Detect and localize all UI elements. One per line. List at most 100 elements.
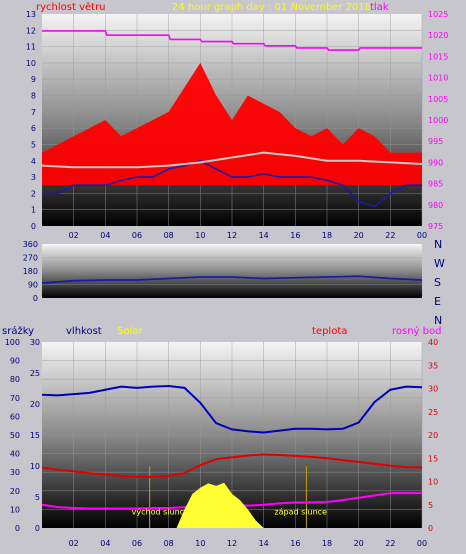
x-tick-label: 16 <box>290 231 300 240</box>
y-left-tick-label: 13 <box>26 10 36 19</box>
y-right-tick-label: 1015 <box>428 52 448 61</box>
series-wind_avg <box>42 159 422 208</box>
y-rain-tick-label: 30 <box>10 468 20 477</box>
series-pressure <box>42 30 422 51</box>
y-tick-label: 0 <box>33 294 38 303</box>
y-tick-label: 270 <box>23 254 38 263</box>
y-tick-label: 360 <box>23 240 38 249</box>
y-temp-tick-label: 25 <box>428 408 438 417</box>
rain-label: srážky <box>2 325 34 337</box>
series-gust <box>42 62 422 186</box>
y-left-tick-label: 9 <box>31 75 36 84</box>
x-tick-label: 08 <box>164 539 174 548</box>
y-rain-tick-label: 60 <box>10 412 20 421</box>
y-temp-tick-label: 15 <box>428 454 438 463</box>
pressure-label: tlak <box>370 2 389 13</box>
y-left-tick-label: 7 <box>31 108 36 117</box>
y-temp-tick-label: 20 <box>428 431 438 440</box>
y-left-tick-label: 4 <box>31 157 36 166</box>
series-wind_mean <box>41 151 423 169</box>
x-tick-label: 22 <box>385 231 395 240</box>
x-tick-label: 10 <box>195 539 205 548</box>
sunset-annotation: západ slunce <box>274 507 327 516</box>
y-temp-tick-label: 40 <box>428 338 438 347</box>
y-right-tick-label: 1010 <box>428 74 448 83</box>
x-tick-label: 04 <box>100 231 110 240</box>
y-tick-label: 180 <box>23 267 38 276</box>
y-rain-tick-label: 90 <box>10 357 20 366</box>
y-rain-tick-label: 10 <box>10 505 20 514</box>
x-tick-label: 18 <box>322 231 332 240</box>
x-tick-label: 14 <box>259 231 269 240</box>
y-right-tick-label: 1005 <box>428 95 448 104</box>
compass-letter: W <box>434 257 445 270</box>
x-tick-label: 02 <box>69 231 79 240</box>
y-humidity-tick-label: 10 <box>30 462 40 471</box>
compass-letter: N <box>434 314 442 327</box>
panel1: 02 04 06 08 10 12 14 16 18 20 22 000123456789101112… <box>26 10 449 240</box>
solar-label: Solar <box>117 326 143 337</box>
y-temp-tick-label: 5 <box>428 501 433 510</box>
x-tick-label: 12 <box>227 231 237 240</box>
y-left-tick-label: 2 <box>31 189 36 198</box>
y-left-tick-label: 12 <box>26 26 36 35</box>
x-tick-label: 16 <box>290 539 300 548</box>
y-temp-tick-label: 10 <box>428 478 438 487</box>
y-rain-tick-label: 80 <box>10 375 20 384</box>
series-temperature <box>41 453 423 478</box>
y-humidity-tick-label: 25 <box>30 369 40 378</box>
y-rain-tick-label: 70 <box>10 394 20 403</box>
x-tick-label: 20 <box>354 231 364 240</box>
y-rain-tick-label: 40 <box>10 450 20 459</box>
y-left-tick-label: 1 <box>31 206 36 215</box>
y-right-tick-label: 1025 <box>428 10 448 19</box>
y-right-tick-label: 975 <box>428 222 443 231</box>
x-tick-label: 00 <box>417 231 427 240</box>
compass-letter: N <box>434 238 442 251</box>
x-tick-label: 18 <box>322 539 332 548</box>
y-temp-tick-label: 30 <box>428 385 438 394</box>
series-direction <box>41 275 423 284</box>
y-tick-label: 90 <box>28 281 38 290</box>
x-tick-label: 02 <box>69 539 79 548</box>
y-humidity-tick-label: 15 <box>30 431 40 440</box>
y-temp-tick-label: 35 <box>428 361 438 370</box>
y-left-tick-label: 5 <box>31 140 36 149</box>
x-tick-label: 12 <box>227 539 237 548</box>
y-left-tick-label: 11 <box>26 43 36 52</box>
x-tick-label: 22 <box>385 539 395 548</box>
y-right-tick-label: 1020 <box>428 31 448 40</box>
y-rain-tick-label: 0 <box>15 524 20 533</box>
x-tick-label: 14 <box>259 539 269 548</box>
y-left-tick-label: 3 <box>31 173 36 182</box>
y-left-tick-label: 8 <box>31 92 36 101</box>
y-humidity-tick-label: 30 <box>30 338 40 347</box>
y-rain-tick-label: 50 <box>10 431 20 440</box>
y-temp-tick-label: 0 <box>428 524 433 533</box>
x-tick-label: 06 <box>132 539 142 548</box>
y-right-tick-label: 985 <box>428 180 443 189</box>
y-humidity-tick-label: 5 <box>35 493 40 502</box>
y-rain-tick-label: 20 <box>10 487 20 496</box>
x-tick-label: 06 <box>132 231 142 240</box>
y-right-tick-label: 980 <box>428 201 443 210</box>
series-humidity <box>41 385 423 434</box>
x-tick-label: 00 <box>417 539 427 548</box>
y-right-tick-label: 1000 <box>428 116 448 125</box>
compass-letter: E <box>434 295 441 308</box>
temperature-label: teplota <box>312 326 347 337</box>
y-rain-tick-label: 100 <box>5 338 20 347</box>
sunrise-annotation: východ slunce <box>132 507 189 516</box>
x-tick-label: 20 <box>354 539 364 548</box>
y-humidity-tick-label: 20 <box>30 400 40 409</box>
y-left-tick-label: 0 <box>31 222 36 231</box>
dewpoint-label: rosný bod <box>392 325 441 337</box>
x-tick-label: 04 <box>100 539 110 548</box>
y-left-tick-label: 6 <box>31 124 36 133</box>
chart-title: 24 hour graph day : 01 November 2018 <box>172 2 371 13</box>
x-tick-label: 10 <box>195 231 205 240</box>
y-humidity-tick-label: 0 <box>35 524 40 533</box>
y-right-tick-label: 995 <box>428 137 443 146</box>
